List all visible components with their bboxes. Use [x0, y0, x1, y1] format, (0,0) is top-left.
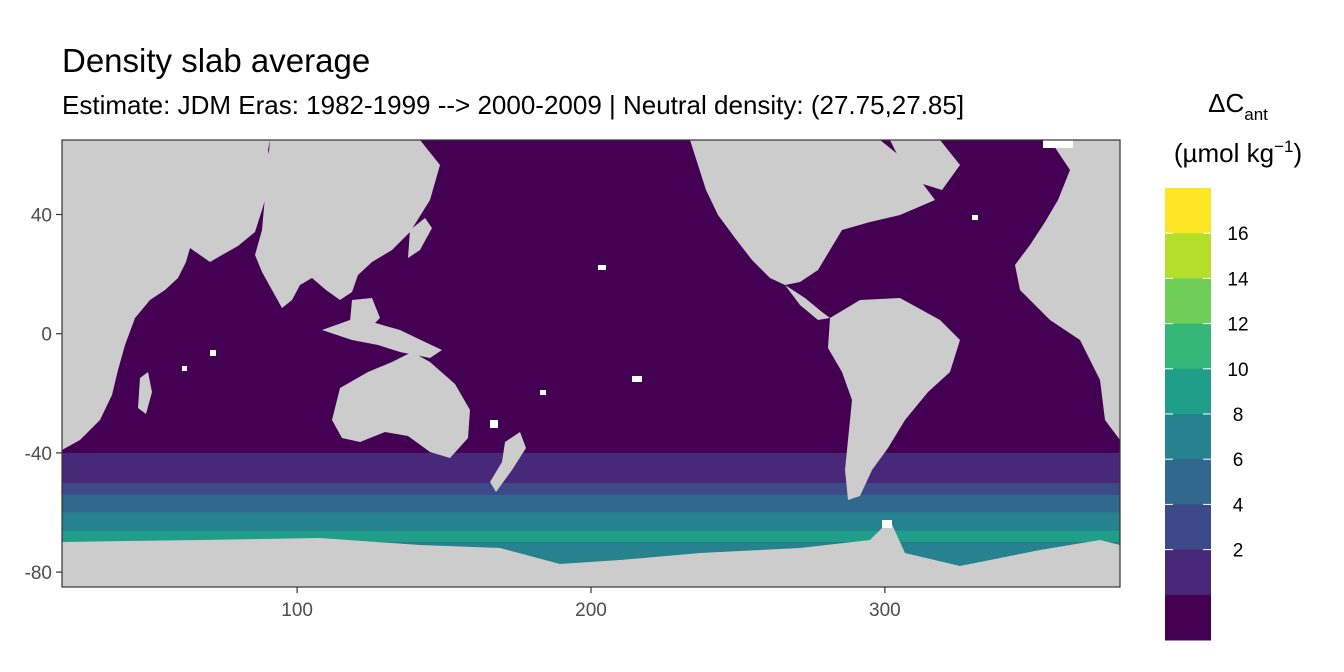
colorbar-label-4: 4	[1233, 495, 1244, 516]
colorbar-label-10: 10	[1227, 360, 1248, 381]
land-new-zealand	[490, 432, 526, 492]
band-2	[62, 482, 1120, 495]
y-tick-label--80: -80	[25, 563, 52, 584]
colorbar-step-7	[1165, 504, 1211, 551]
x-tick-label-200: 200	[575, 600, 607, 621]
colorbar	[1165, 188, 1211, 641]
y-tick-label-40: 40	[31, 206, 52, 227]
colorbar-step-4	[1165, 368, 1211, 415]
land-madagascar	[138, 372, 152, 414]
colorbar-step-1	[1165, 233, 1211, 279]
colorbar-step-9	[1165, 594, 1211, 641]
land-north-america	[690, 140, 935, 285]
band-4	[62, 512, 1120, 531]
y-tick-label--40: -40	[25, 444, 52, 465]
land-eurasia	[255, 140, 440, 308]
y-tick-label-0: 0	[41, 325, 52, 346]
band-1	[62, 452, 1120, 483]
land-europe-africa-east	[1015, 140, 1120, 440]
land-indonesia	[322, 320, 442, 358]
legend: ΔCant (µmol kg−1) 16 14 12 10 8 6 4 2	[1165, 88, 1302, 641]
band-0	[62, 423, 1120, 453]
nodata-cells	[182, 140, 1073, 528]
colorbar-label-12: 12	[1227, 315, 1248, 336]
colorbar-step-2	[1165, 278, 1211, 325]
band-5	[62, 530, 1120, 543]
colorbar-label-6: 6	[1233, 450, 1244, 471]
land-south-america	[828, 298, 960, 500]
legend-title: ΔCant	[1208, 88, 1268, 124]
colorbar-label-16: 16	[1227, 224, 1248, 245]
colorbar-labels: 16 14 12 10 8 6 4 2	[1227, 224, 1249, 561]
land-borneo	[350, 298, 380, 330]
colorbar-label-2: 2	[1233, 541, 1244, 562]
x-tick-label-300: 300	[869, 600, 901, 621]
land-australia	[332, 352, 470, 458]
legend-unit: (µmol kg−1)	[1174, 137, 1302, 168]
land-masses	[62, 140, 1120, 587]
chart-subtitle: Estimate: JDM Eras: 1982-1999 --> 2000-2…	[62, 90, 965, 120]
colorbar-step-3	[1165, 323, 1211, 370]
land-central-america	[785, 285, 830, 320]
colorbar-label-14: 14	[1227, 269, 1249, 290]
colorbar-label-8: 8	[1233, 405, 1244, 426]
band-3	[62, 494, 1120, 513]
land-europe	[62, 140, 150, 240]
land-japan	[408, 218, 432, 258]
land-antarctica	[62, 520, 1120, 587]
land-greenland	[890, 140, 960, 190]
chart-title: Density slab average	[62, 42, 371, 79]
colorbar-step-8	[1165, 549, 1211, 596]
colorbar-step-5	[1165, 414, 1211, 460]
colorbar-step-6	[1165, 459, 1211, 505]
colorbar-step-0	[1165, 188, 1211, 234]
x-tick-label-100: 100	[281, 600, 313, 621]
